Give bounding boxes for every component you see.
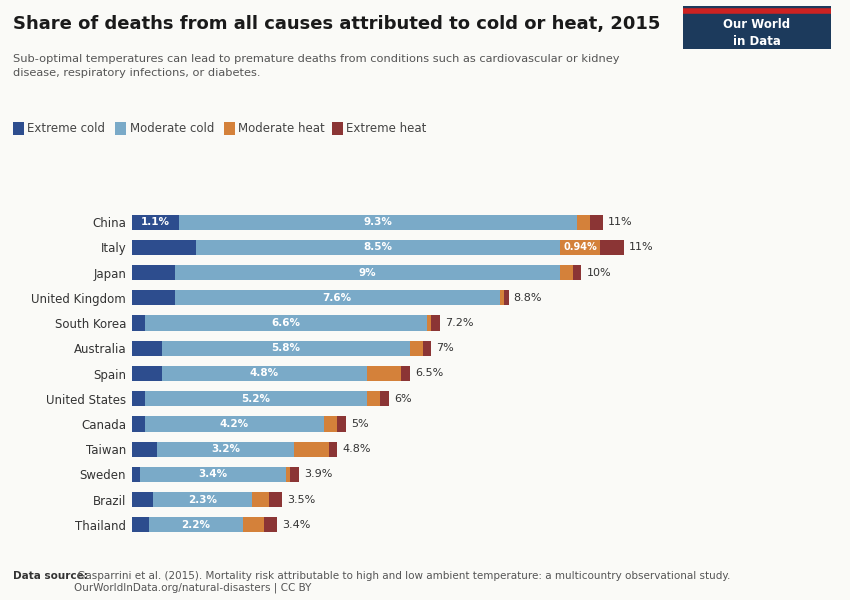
Text: 9%: 9% bbox=[359, 268, 376, 278]
Text: 8.8%: 8.8% bbox=[513, 293, 542, 303]
Bar bbox=[132, 215, 178, 230]
Bar bbox=[264, 517, 277, 532]
Text: 6.5%: 6.5% bbox=[415, 368, 444, 379]
Text: Our World: Our World bbox=[723, 17, 791, 31]
Bar bbox=[157, 442, 294, 457]
Text: 4.2%: 4.2% bbox=[220, 419, 249, 429]
Text: 3.9%: 3.9% bbox=[303, 469, 332, 479]
Text: 7.6%: 7.6% bbox=[323, 293, 352, 303]
Bar bbox=[252, 492, 269, 507]
Bar bbox=[294, 442, 329, 457]
Bar bbox=[500, 290, 504, 305]
Bar bbox=[144, 391, 367, 406]
Text: 7%: 7% bbox=[437, 343, 455, 353]
Bar bbox=[560, 240, 600, 255]
Text: 2.2%: 2.2% bbox=[181, 520, 211, 530]
Text: 5.2%: 5.2% bbox=[241, 394, 270, 404]
Bar bbox=[144, 416, 325, 431]
Bar bbox=[329, 442, 337, 457]
Bar bbox=[560, 265, 573, 280]
Bar bbox=[367, 391, 380, 406]
Text: Extreme heat: Extreme heat bbox=[346, 122, 427, 135]
Bar bbox=[504, 290, 508, 305]
Bar bbox=[600, 240, 624, 255]
Bar bbox=[577, 215, 590, 230]
Text: 4.8%: 4.8% bbox=[250, 368, 279, 379]
Bar bbox=[174, 290, 500, 305]
Bar bbox=[132, 316, 144, 331]
Bar bbox=[380, 391, 388, 406]
Bar bbox=[132, 240, 196, 255]
Text: Moderate heat: Moderate heat bbox=[238, 122, 325, 135]
Text: 10%: 10% bbox=[586, 268, 611, 278]
Bar bbox=[196, 240, 560, 255]
Text: Share of deaths from all causes attributed to cold or heat, 2015: Share of deaths from all causes attribut… bbox=[13, 15, 660, 33]
Text: 11%: 11% bbox=[629, 242, 654, 253]
Text: 4.8%: 4.8% bbox=[343, 444, 371, 454]
Bar bbox=[132, 517, 149, 532]
Text: Moderate cold: Moderate cold bbox=[130, 122, 214, 135]
Text: 6%: 6% bbox=[394, 394, 411, 404]
Bar bbox=[132, 492, 153, 507]
Bar bbox=[132, 265, 174, 280]
Bar bbox=[423, 341, 432, 356]
Bar bbox=[432, 316, 440, 331]
Bar bbox=[410, 341, 423, 356]
Text: 7.2%: 7.2% bbox=[445, 318, 473, 328]
Text: in Data: in Data bbox=[733, 35, 781, 48]
Bar bbox=[162, 341, 410, 356]
Text: 0.94%: 0.94% bbox=[564, 242, 597, 253]
Bar bbox=[573, 265, 581, 280]
Bar bbox=[132, 442, 157, 457]
Text: Extreme cold: Extreme cold bbox=[27, 122, 105, 135]
Text: 2.3%: 2.3% bbox=[188, 494, 217, 505]
Text: 3.4%: 3.4% bbox=[199, 469, 228, 479]
Bar bbox=[428, 316, 432, 331]
Text: Data source:: Data source: bbox=[13, 571, 88, 581]
Bar bbox=[367, 366, 401, 381]
Bar bbox=[178, 215, 577, 230]
Bar bbox=[337, 416, 346, 431]
Text: 1.1%: 1.1% bbox=[141, 217, 170, 227]
Text: 3.4%: 3.4% bbox=[282, 520, 311, 530]
Bar bbox=[132, 290, 174, 305]
Bar bbox=[132, 366, 162, 381]
Text: 3.5%: 3.5% bbox=[286, 494, 315, 505]
Text: 11%: 11% bbox=[608, 217, 632, 227]
Bar bbox=[132, 467, 140, 482]
Text: Sub-optimal temperatures can lead to premature deaths from conditions such as ca: Sub-optimal temperatures can lead to pre… bbox=[13, 54, 620, 77]
Bar bbox=[174, 265, 560, 280]
Bar bbox=[325, 416, 337, 431]
Bar bbox=[590, 215, 603, 230]
Text: 6.6%: 6.6% bbox=[271, 318, 300, 328]
Bar bbox=[269, 492, 281, 507]
Bar bbox=[153, 492, 252, 507]
Bar bbox=[144, 316, 428, 331]
Text: 8.5%: 8.5% bbox=[364, 242, 393, 253]
Bar bbox=[140, 467, 286, 482]
Bar bbox=[149, 517, 243, 532]
Text: 5.8%: 5.8% bbox=[271, 343, 300, 353]
Bar bbox=[162, 366, 367, 381]
Bar bbox=[401, 366, 410, 381]
Bar bbox=[286, 467, 290, 482]
Text: Gasparrini et al. (2015). Mortality risk attributable to high and low ambient te: Gasparrini et al. (2015). Mortality risk… bbox=[74, 571, 730, 593]
Bar bbox=[243, 517, 264, 532]
Bar bbox=[290, 467, 298, 482]
Bar bbox=[132, 341, 162, 356]
Text: 9.3%: 9.3% bbox=[364, 217, 393, 227]
Bar bbox=[132, 391, 144, 406]
Text: 5%: 5% bbox=[351, 419, 369, 429]
Text: 3.2%: 3.2% bbox=[212, 444, 241, 454]
Bar bbox=[132, 416, 144, 431]
